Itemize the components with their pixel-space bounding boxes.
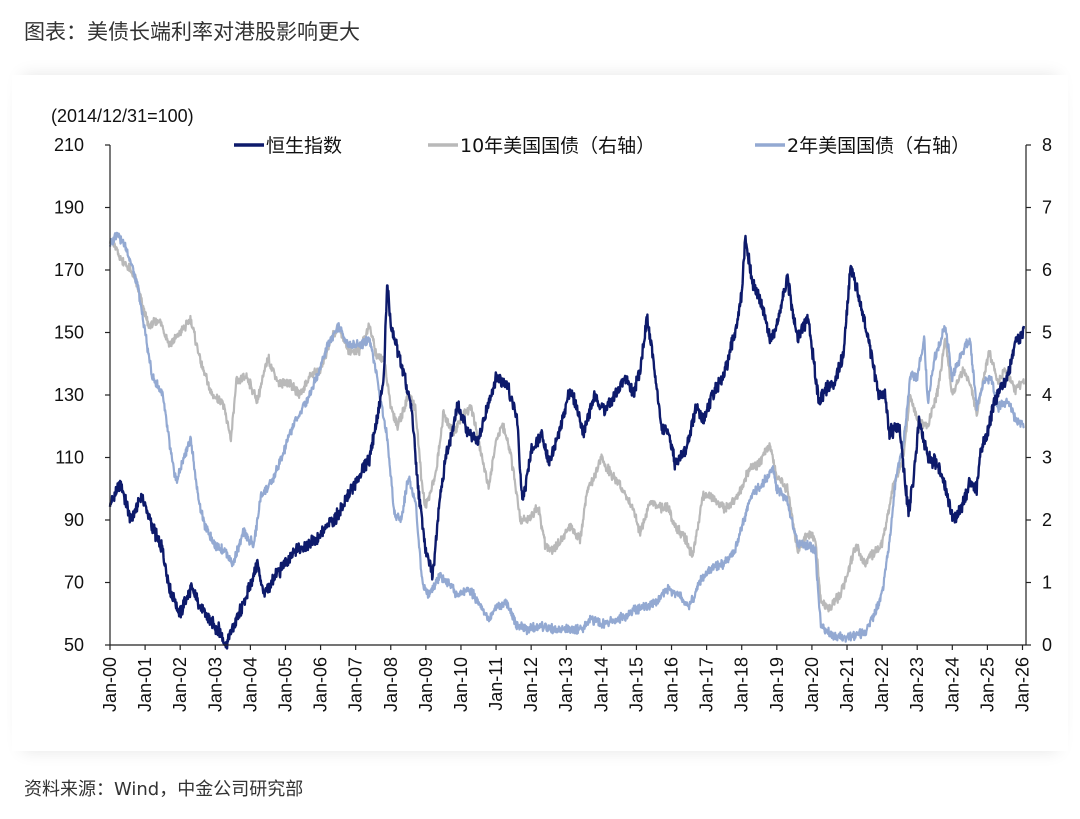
x-tick-label: Jan-07 bbox=[346, 657, 366, 712]
series-line-1 bbox=[108, 238, 1025, 613]
x-tick-label: Jan-06 bbox=[311, 657, 331, 712]
x-tick-label: Jan-13 bbox=[556, 657, 576, 712]
x-tick-label: Jan-26 bbox=[1012, 657, 1032, 712]
left-tick-label: 90 bbox=[64, 510, 84, 530]
x-tick-label: Jan-12 bbox=[521, 657, 541, 712]
left-tick-label: 110 bbox=[55, 448, 84, 468]
x-tick-label: Jan-17 bbox=[697, 657, 717, 712]
left-tick-label: 150 bbox=[54, 323, 84, 343]
x-tick-label: Jan-19 bbox=[767, 657, 787, 712]
left-tick-label: 130 bbox=[54, 385, 84, 405]
left-axis-label: (2014/12/31=100) bbox=[51, 106, 194, 126]
right-tick-label: 7 bbox=[1042, 198, 1052, 218]
right-tick-label: 4 bbox=[1042, 385, 1052, 405]
x-tick-label: Jan-03 bbox=[205, 657, 225, 712]
x-tick-label: Jan-04 bbox=[240, 657, 260, 712]
x-tick-label: Jan-20 bbox=[802, 657, 822, 712]
x-tick-label: Jan-05 bbox=[275, 657, 295, 712]
right-tick-label: 8 bbox=[1042, 135, 1052, 155]
x-tick-label: Jan-01 bbox=[135, 657, 155, 712]
x-tick-label: Jan-14 bbox=[591, 657, 611, 712]
left-tick-label: 170 bbox=[54, 260, 84, 280]
x-tick-label: Jan-25 bbox=[977, 657, 997, 712]
left-tick-label: 190 bbox=[54, 198, 84, 218]
legend-label-2: 2年美国国债（右轴） bbox=[787, 135, 970, 157]
left-tick-label: 70 bbox=[64, 573, 84, 593]
legend: 恒生指数 10年美国国债（右轴） 2年美国国债（右轴） bbox=[234, 135, 970, 157]
right-tick-label: 2 bbox=[1042, 510, 1052, 530]
legend-label-0: 恒生指数 bbox=[266, 135, 342, 157]
x-tick-label: Jan-08 bbox=[381, 657, 401, 712]
x-tick-label: Jan-21 bbox=[837, 657, 857, 712]
x-tick-label: Jan-16 bbox=[662, 657, 682, 712]
figure-title: 图表：美债长端利率对港股影响更大 bbox=[24, 20, 360, 44]
x-tick-label: Jan-23 bbox=[907, 657, 927, 712]
right-tick-label: 0 bbox=[1042, 635, 1052, 655]
x-tick-label: Jan-02 bbox=[170, 657, 190, 712]
right-tick-label: 3 bbox=[1042, 448, 1052, 468]
x-tick-label: Jan-18 bbox=[732, 657, 752, 712]
chart-panel bbox=[12, 75, 1068, 751]
series-line-0 bbox=[108, 234, 1026, 650]
right-tick-label: 1 bbox=[1042, 573, 1052, 593]
x-tick-label: Jan-24 bbox=[942, 657, 962, 712]
legend-label-1: 10年美国国债（右轴） bbox=[460, 135, 655, 157]
right-tick-label: 6 bbox=[1042, 260, 1052, 280]
series-layer bbox=[108, 231, 1026, 650]
x-tick-label: Jan-00 bbox=[100, 657, 120, 712]
left-tick-label: 210 bbox=[54, 135, 84, 155]
x-tick-label: Jan-22 bbox=[872, 657, 892, 712]
x-tick-label: Jan-09 bbox=[416, 657, 436, 712]
source-note: 资料来源：Wind，中金公司研究部 bbox=[24, 779, 304, 800]
x-tick-label: Jan-15 bbox=[626, 657, 646, 712]
x-tick-label: Jan-10 bbox=[451, 657, 471, 712]
x-tick-label: Jan-11 bbox=[486, 657, 506, 711]
left-tick-label: 50 bbox=[64, 635, 84, 655]
series-line-2 bbox=[108, 231, 1025, 643]
right-tick-label: 5 bbox=[1042, 323, 1052, 343]
